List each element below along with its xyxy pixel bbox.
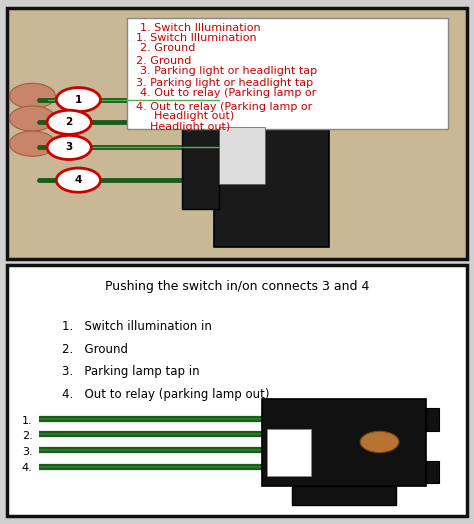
Text: 2.   Ground: 2. Ground bbox=[62, 343, 128, 356]
Circle shape bbox=[56, 88, 100, 112]
Text: 1.   Switch illumination in: 1. Switch illumination in bbox=[62, 320, 212, 333]
Text: 1.: 1. bbox=[22, 416, 32, 426]
Bar bbox=[214, 58, 329, 247]
Text: 3: 3 bbox=[65, 143, 73, 152]
Text: 2.: 2. bbox=[22, 431, 32, 441]
Text: 3. Parking light or headlight tap: 3. Parking light or headlight tap bbox=[136, 78, 313, 88]
Text: 1. Switch Illumination: 1. Switch Illumination bbox=[136, 34, 256, 43]
Text: 4.: 4. bbox=[22, 463, 32, 473]
Text: 4: 4 bbox=[75, 175, 82, 185]
Circle shape bbox=[47, 135, 91, 159]
Text: 1: 1 bbox=[75, 95, 82, 105]
Ellipse shape bbox=[9, 83, 55, 108]
Text: 2. Ground: 2. Ground bbox=[136, 56, 191, 66]
Circle shape bbox=[47, 110, 91, 134]
Circle shape bbox=[360, 431, 399, 453]
Text: 2: 2 bbox=[65, 117, 73, 127]
Bar bbox=[426, 461, 439, 484]
Bar bbox=[182, 96, 219, 209]
Text: 2. Ground: 2. Ground bbox=[140, 43, 196, 53]
Text: Headlight out): Headlight out) bbox=[140, 111, 235, 121]
Text: 3.   Parking lamp tap in: 3. Parking lamp tap in bbox=[62, 365, 200, 378]
Bar bbox=[127, 18, 448, 128]
Text: Pushing the switch in/on connects 3 and 4: Pushing the switch in/on connects 3 and … bbox=[105, 280, 369, 293]
Bar bbox=[262, 399, 426, 486]
Bar bbox=[426, 408, 439, 431]
Bar bbox=[292, 486, 396, 505]
Bar bbox=[232, 38, 310, 58]
Ellipse shape bbox=[9, 131, 55, 156]
Bar bbox=[267, 429, 310, 476]
Circle shape bbox=[56, 168, 100, 192]
Text: 3.: 3. bbox=[22, 447, 32, 457]
Text: 4.   Out to relay (parking lamp out): 4. Out to relay (parking lamp out) bbox=[62, 388, 270, 401]
Text: 1. Switch Illumination: 1. Switch Illumination bbox=[140, 23, 261, 33]
Ellipse shape bbox=[9, 106, 55, 131]
Text: 3. Parking light or headlight tap: 3. Parking light or headlight tap bbox=[140, 66, 318, 75]
Text: 4. Out to relay (Parking lamp or: 4. Out to relay (Parking lamp or bbox=[140, 89, 317, 99]
Text: 4. Out to relay (Parking lamp or: 4. Out to relay (Parking lamp or bbox=[136, 102, 312, 112]
Text: Headlight out): Headlight out) bbox=[136, 122, 230, 132]
Bar bbox=[219, 127, 264, 184]
